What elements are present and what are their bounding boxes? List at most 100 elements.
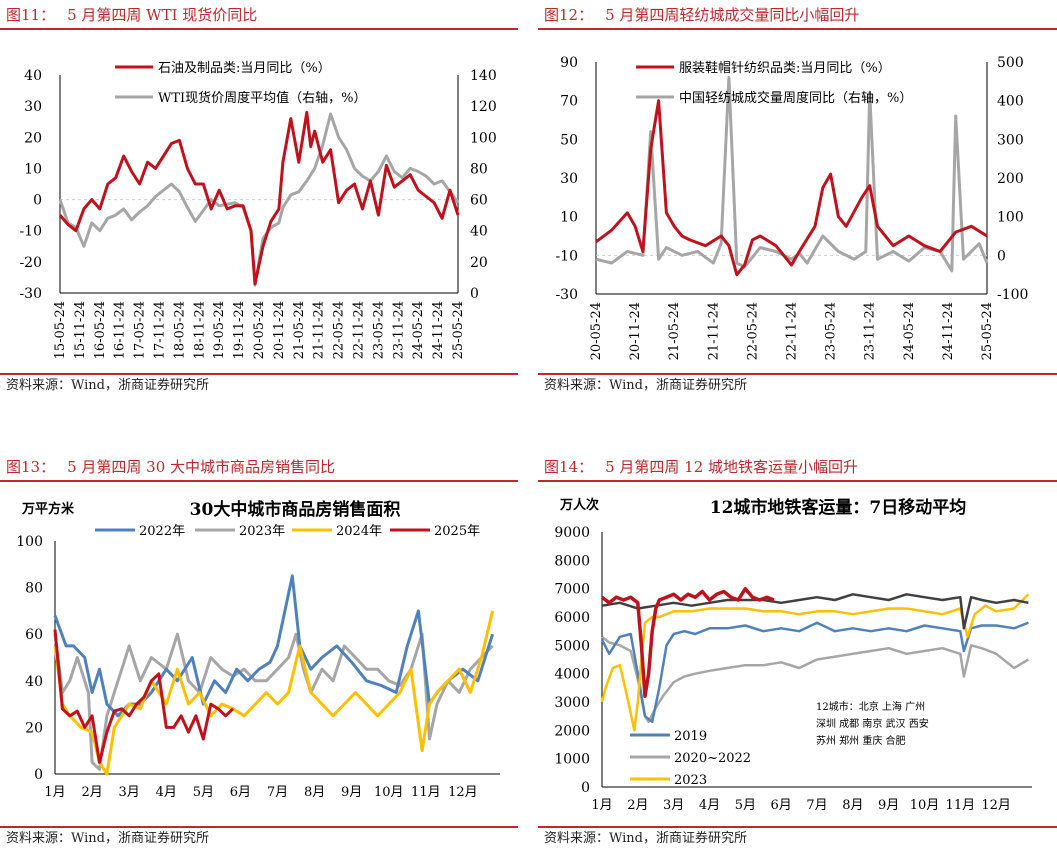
y-tick-label-left: 10	[560, 210, 578, 226]
x-tick-label: 17-11-24	[153, 301, 168, 359]
y-tick-label-right: 200	[997, 171, 1024, 187]
y-tick-label: 3000	[554, 695, 590, 711]
y-tick-label: 4000	[554, 667, 590, 683]
legend-label: 2020~2022	[674, 751, 751, 766]
y-tick-label-right: 80	[470, 161, 488, 177]
figure-title: 图14： 5 月第四周 12 城地铁客运量小幅回升	[538, 452, 1057, 482]
legend-label: WTI现货价周度平均值（右轴，%）	[158, 90, 367, 106]
y-tick-label: 1000	[554, 752, 590, 768]
x-tick-label: 5月	[193, 785, 214, 800]
y-tick-label-left: 90	[560, 55, 578, 71]
x-tick-label: 21-11-24	[312, 301, 327, 359]
x-tick-label: 21-05-24	[292, 301, 307, 359]
legend-label: 石油及制品类:当月同比（%）	[158, 61, 331, 76]
x-tick-label: 15-05-24	[53, 301, 68, 359]
y-tick-label: 20	[25, 720, 43, 736]
series-line-oil	[58, 110, 460, 286]
x-tick-label: 22-05-24	[332, 301, 347, 359]
y-tick-label-right: 20	[470, 255, 488, 271]
y-tick-label-right: 40	[470, 224, 488, 240]
x-tick-label: 11月	[946, 798, 976, 813]
x-tick-label: 8月	[304, 785, 325, 800]
x-tick-label: 4月	[156, 785, 177, 800]
legend-label: 2023年	[239, 524, 285, 539]
source-note: 资料来源：Wind，浙商证券研究所	[0, 826, 518, 850]
x-tick-label: 7月	[267, 785, 288, 800]
y-tick-label: 6000	[554, 610, 590, 626]
y-tick-label-left: -30	[555, 287, 578, 303]
x-tick-label: 23-05-24	[824, 302, 839, 360]
x-tick-label: 3月	[663, 798, 684, 813]
y-tick-label-left: -20	[19, 255, 42, 271]
x-tick-label: 22-11-24	[785, 302, 800, 360]
y-tick-label: 0	[34, 767, 43, 783]
y-tick-label: 7000	[554, 582, 590, 598]
x-tick-label: 6月	[230, 785, 251, 800]
x-tick-label: 4月	[699, 798, 720, 813]
series-line-2022	[53, 574, 495, 718]
x-tick-label: 8月	[842, 798, 863, 813]
y-tick-label: 2000	[554, 723, 590, 739]
x-tick-label: 3月	[119, 785, 140, 800]
x-tick-label: 10月	[910, 798, 940, 813]
figure-title: 图11： 5 月第四周 WTI 现货价同比	[0, 0, 518, 30]
x-tick-label: 12月	[981, 798, 1011, 813]
series-line-red	[600, 586, 775, 699]
x-tick-label: 24-05-24	[411, 301, 426, 359]
y-tick-label-right: 300	[997, 132, 1024, 148]
legend-label: 中国轻纺城成交量周度同比（右轴，%）	[679, 90, 912, 106]
panel-wti: 图11： 5 月第四周 WTI 现货价同比 40 30 20 10 0 -10 -20 -30 1…	[0, 0, 518, 400]
x-tick-label: 20-11-24	[272, 301, 287, 359]
series-line-2019	[600, 621, 1029, 724]
series-line-apparel	[595, 99, 988, 277]
x-tick-label: 20-05-24	[252, 301, 267, 359]
city-note: 深圳 成都 南京 武汉 西安	[816, 717, 929, 730]
x-tick-label: 24-05-24	[902, 302, 917, 360]
x-tick-label: 22-11-24	[352, 301, 367, 359]
y-tick-label-right: 400	[997, 94, 1024, 110]
y-tick-label-right: 0	[470, 286, 479, 302]
x-tick-label: 18-11-24	[192, 301, 207, 359]
panel-housing: 图13： 5 月第四周 30 大中城市商品房销售同比 万平方米 30大中城市商品房销…	[0, 452, 518, 857]
x-tick-label: 1月	[44, 785, 65, 800]
y-tick-label-left: -10	[19, 224, 42, 240]
y-tick-label-right: 0	[997, 248, 1006, 264]
y-tick-label-right: 500	[997, 55, 1024, 71]
y-tick-label-right: 100	[470, 130, 497, 146]
legend-label: 2025年	[434, 524, 480, 539]
y-tick-label-right: 120	[470, 99, 497, 115]
chart-title: 30大中城市商品房销售面积	[190, 499, 401, 520]
city-note: 苏州 郑州 重庆 合肥	[816, 734, 906, 747]
y-tick-label-left: -30	[19, 286, 42, 302]
chart-housing: 万平方米 30大中城市商品房销售面积 2022年 2023年 2024年 2025年 100…	[16, 499, 500, 800]
x-tick-label: 16-05-24	[93, 301, 108, 359]
figure-title: 图12： 5 月第四周轻纺城成交量同比小幅回升	[538, 0, 1057, 30]
x-tick-label: 20-05-24	[589, 302, 604, 360]
x-tick-label: 16-11-24	[113, 301, 128, 359]
x-tick-label: 2月	[81, 785, 102, 800]
unit-label: 万人次	[559, 497, 599, 513]
panel-metro: 图14： 5 月第四周 12 城地铁客运量小幅回升 万人次 12城市地铁客运量：7日…	[538, 452, 1057, 857]
y-tick-label-left: 0	[33, 193, 42, 209]
x-tick-label: 15-11-24	[73, 301, 88, 359]
y-tick-label-left: 10	[24, 161, 42, 177]
x-tick-label: 21-11-24	[706, 302, 721, 360]
x-tick-label: 20-11-24	[628, 302, 643, 360]
y-tick-label-left: 20	[24, 130, 42, 146]
y-tick-label-left: 30	[560, 171, 578, 187]
figure-title: 图13： 5 月第四周 30 大中城市商品房销售同比	[0, 452, 518, 482]
series-line-2025	[53, 629, 235, 764]
legend-label: 2022年	[139, 524, 185, 539]
y-tick-label: 8000	[554, 553, 590, 569]
x-tick-label: 5月	[735, 798, 756, 813]
x-tick-label: 24-11-24	[941, 302, 956, 360]
chart-wti: 403020100-10-20-3014012010080604020015-0…	[19, 61, 497, 359]
x-tick-label: 24-11-24	[431, 301, 446, 359]
panel-textile: 图12： 5 月第四周轻纺城成交量同比小幅回升 90 70 50 30 10 -10 -30 5…	[538, 0, 1057, 400]
x-tick-label: 1月	[591, 798, 612, 813]
x-tick-label: 21-05-24	[667, 302, 682, 360]
y-tick-label: 9000	[554, 525, 590, 541]
x-tick-label: 9月	[878, 798, 899, 813]
y-tick-label: 40	[25, 674, 43, 690]
source-note: 资料来源：Wind，浙商证券研究所	[538, 826, 1057, 850]
